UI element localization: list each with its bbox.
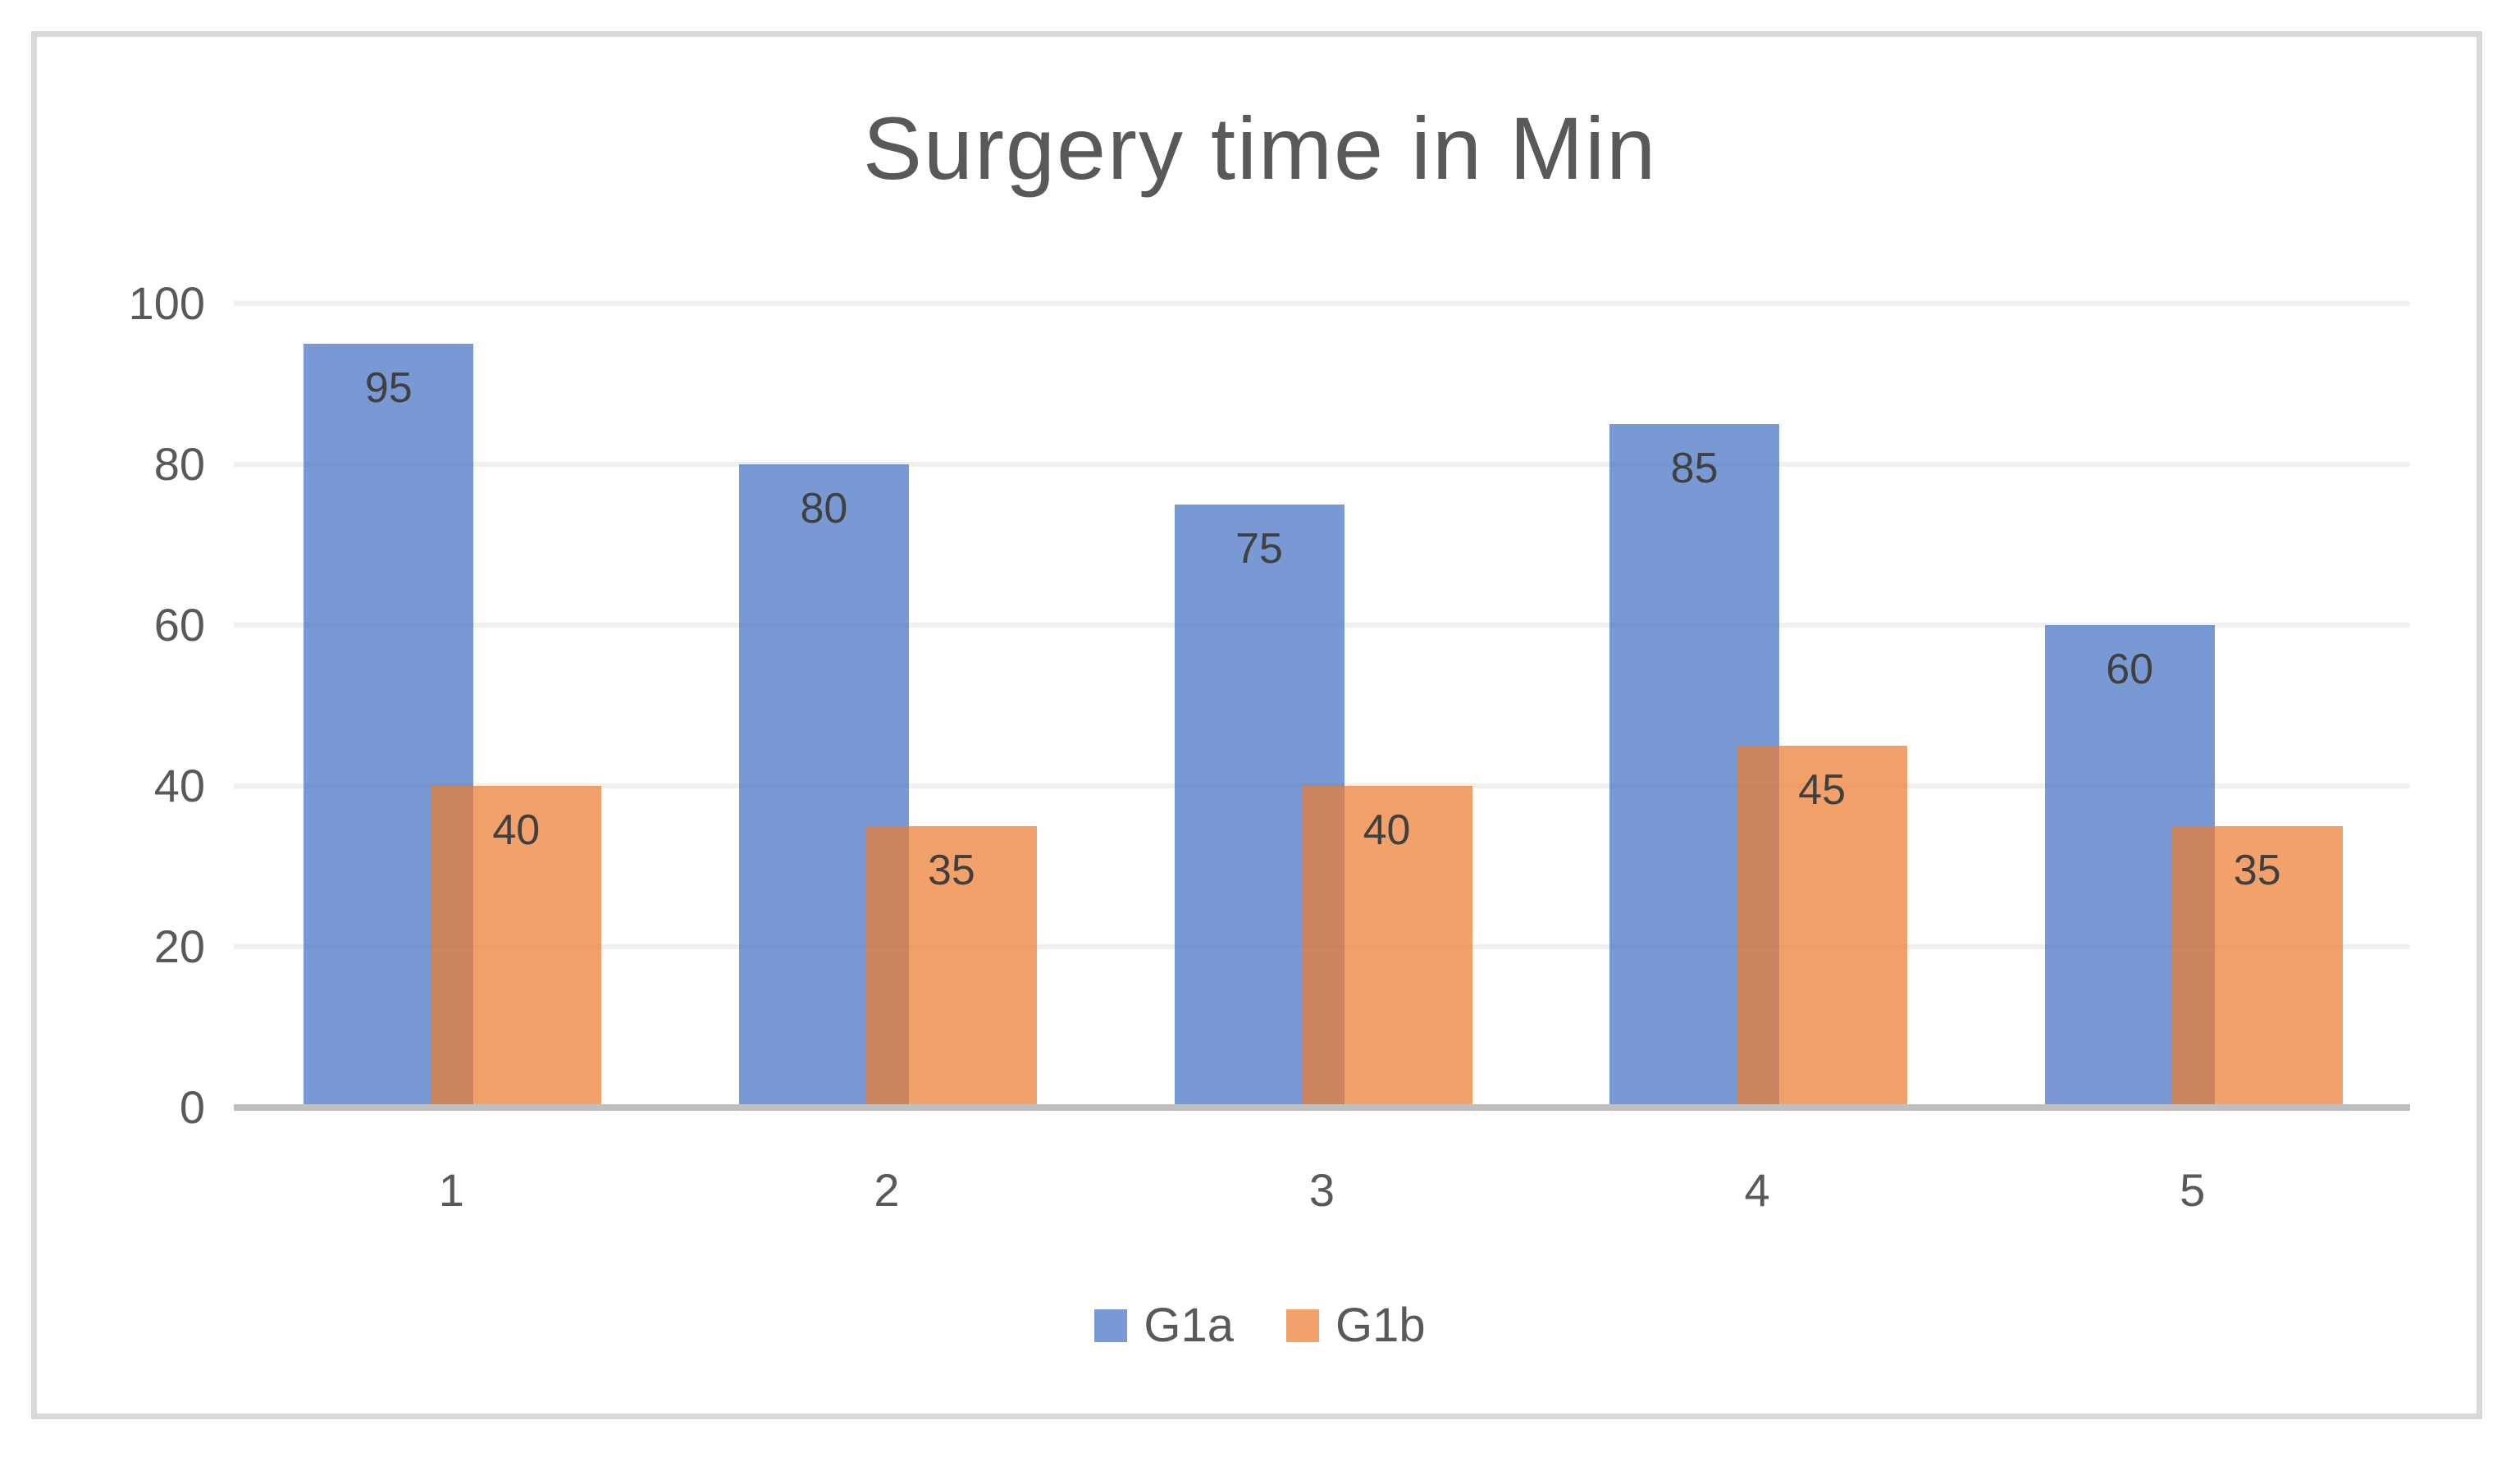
legend-swatch-g1a-icon: [1094, 1309, 1128, 1342]
y-axis-tick-label: 100: [128, 277, 205, 329]
legend-swatch-g1b-icon: [1286, 1309, 1319, 1342]
gridline-80: [234, 462, 2410, 467]
y-axis-tick-label: 80: [153, 438, 205, 490]
legend-label-g1a: G1a: [1144, 1299, 1234, 1352]
y-axis-tick-label: 20: [153, 920, 205, 972]
bar-value-label: 80: [800, 485, 848, 532]
legend-item-g1a: G1a: [1094, 1298, 1234, 1353]
y-axis-tick-label: 40: [153, 760, 205, 811]
x-axis-category-label: 1: [438, 1164, 464, 1216]
bar-g1b-cat5: [2171, 826, 2343, 1108]
bar-g1b-cat3: [1301, 786, 1472, 1108]
bar-value-label: 95: [364, 364, 413, 412]
bar-value-label: 75: [1235, 525, 1283, 573]
x-axis-line: [234, 1104, 2410, 1111]
y-axis-tick-label: 60: [153, 599, 205, 651]
x-axis-category-label: 5: [2180, 1164, 2206, 1216]
gridline-100: [234, 301, 2410, 306]
bar-value-label: 40: [1363, 806, 1411, 854]
chart-border-frame: [31, 31, 2482, 1419]
bar-g1b-cat2: [865, 826, 1037, 1108]
bar-value-label: 35: [2233, 847, 2281, 894]
chart-title: Surgery time in Min: [862, 98, 1658, 198]
bar-value-label: 40: [492, 806, 541, 854]
bar-value-label: 60: [2106, 646, 2154, 693]
y-axis-tick-label: 0: [179, 1081, 205, 1133]
bar-g1b-cat1: [431, 786, 602, 1108]
legend: G1a G1b: [0, 1298, 2520, 1353]
legend-item-g1b: G1b: [1286, 1298, 1426, 1353]
x-axis-category-label: 2: [874, 1164, 900, 1216]
bar-g1b-cat4: [1737, 746, 1908, 1108]
legend-label-g1b: G1b: [1335, 1299, 1426, 1352]
bar-value-label: 45: [1798, 766, 1847, 814]
bar-value-label: 35: [927, 847, 975, 894]
x-axis-category-label: 4: [1744, 1164, 1770, 1216]
x-axis-category-label: 3: [1308, 1164, 1335, 1216]
bar-value-label: 85: [1670, 445, 1719, 492]
